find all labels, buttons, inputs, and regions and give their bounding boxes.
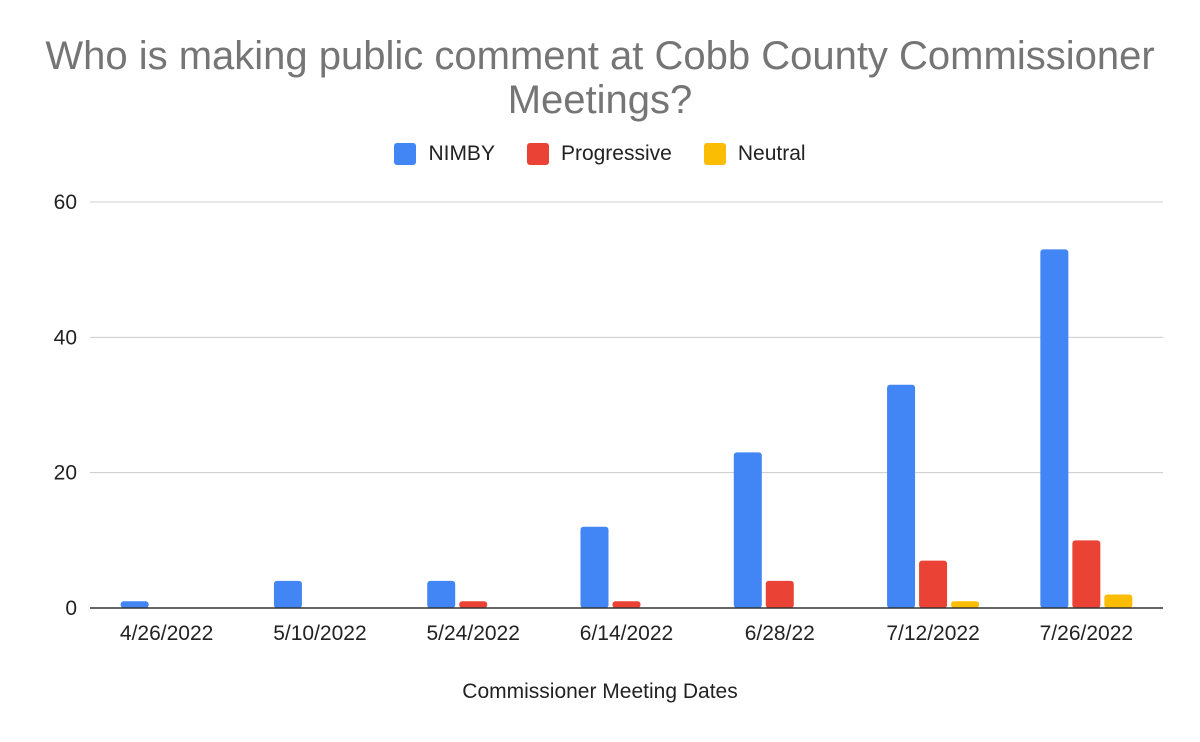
x-tick-label: 7/26/2022 bbox=[1040, 622, 1133, 645]
bar-progressive-5 bbox=[919, 560, 948, 608]
bar-nimby-2 bbox=[427, 580, 456, 608]
bar-neutral-6 bbox=[1104, 594, 1133, 608]
x-tick-label: 6/28/22 bbox=[745, 622, 815, 645]
x-tick-label: 6/14/2022 bbox=[580, 622, 673, 645]
legend-item-nimby[interactable]: NIMBY bbox=[394, 142, 495, 166]
x-tick-label: 7/12/2022 bbox=[886, 622, 979, 645]
bar-nimby-0 bbox=[120, 601, 149, 608]
y-tick-label: 20 bbox=[54, 462, 77, 485]
y-tick-label: 0 bbox=[65, 597, 77, 620]
legend-swatch-neutral bbox=[703, 143, 726, 165]
x-axis-title: Commissioner Meeting Dates bbox=[462, 680, 738, 703]
x-tick-label: 5/10/2022 bbox=[273, 622, 366, 645]
chart-title-line-2: Meetings? bbox=[507, 78, 693, 122]
bar-nimby-1 bbox=[273, 580, 302, 608]
y-tick-label: 40 bbox=[54, 326, 77, 349]
legend-label-neutral: Neutral bbox=[737, 142, 806, 165]
bar-nimby-3 bbox=[580, 526, 609, 608]
legend-swatch-progressive bbox=[526, 143, 549, 165]
chart-title-line-1: Who is making public comment at Cobb Cou… bbox=[45, 34, 1155, 78]
legend-item-neutral[interactable]: Neutral bbox=[703, 142, 806, 166]
bar-progressive-4 bbox=[765, 580, 794, 608]
legend-label-progressive: Progressive bbox=[560, 142, 672, 165]
legend-item-progressive[interactable]: Progressive bbox=[526, 142, 672, 166]
bar-nimby-6 bbox=[1040, 249, 1069, 608]
legend-swatch-nimby bbox=[394, 143, 417, 165]
bar-progressive-2 bbox=[459, 601, 488, 608]
chart-title: Who is making public comment at Cobb Cou… bbox=[0, 34, 1200, 122]
x-tick-label: 5/24/2022 bbox=[426, 622, 519, 645]
bar-progressive-3 bbox=[612, 601, 641, 608]
bar-neutral-5 bbox=[951, 601, 980, 608]
legend-label-nimby: NIMBY bbox=[428, 142, 495, 165]
bar-progressive-6 bbox=[1072, 540, 1101, 608]
chart-legend: NIMBY Progressive Neutral bbox=[0, 141, 1200, 167]
y-tick-label: 60 bbox=[54, 191, 77, 214]
bar-nimby-4 bbox=[733, 452, 762, 608]
bar-nimby-5 bbox=[887, 384, 916, 608]
x-tick-label: 4/26/2022 bbox=[120, 622, 213, 645]
